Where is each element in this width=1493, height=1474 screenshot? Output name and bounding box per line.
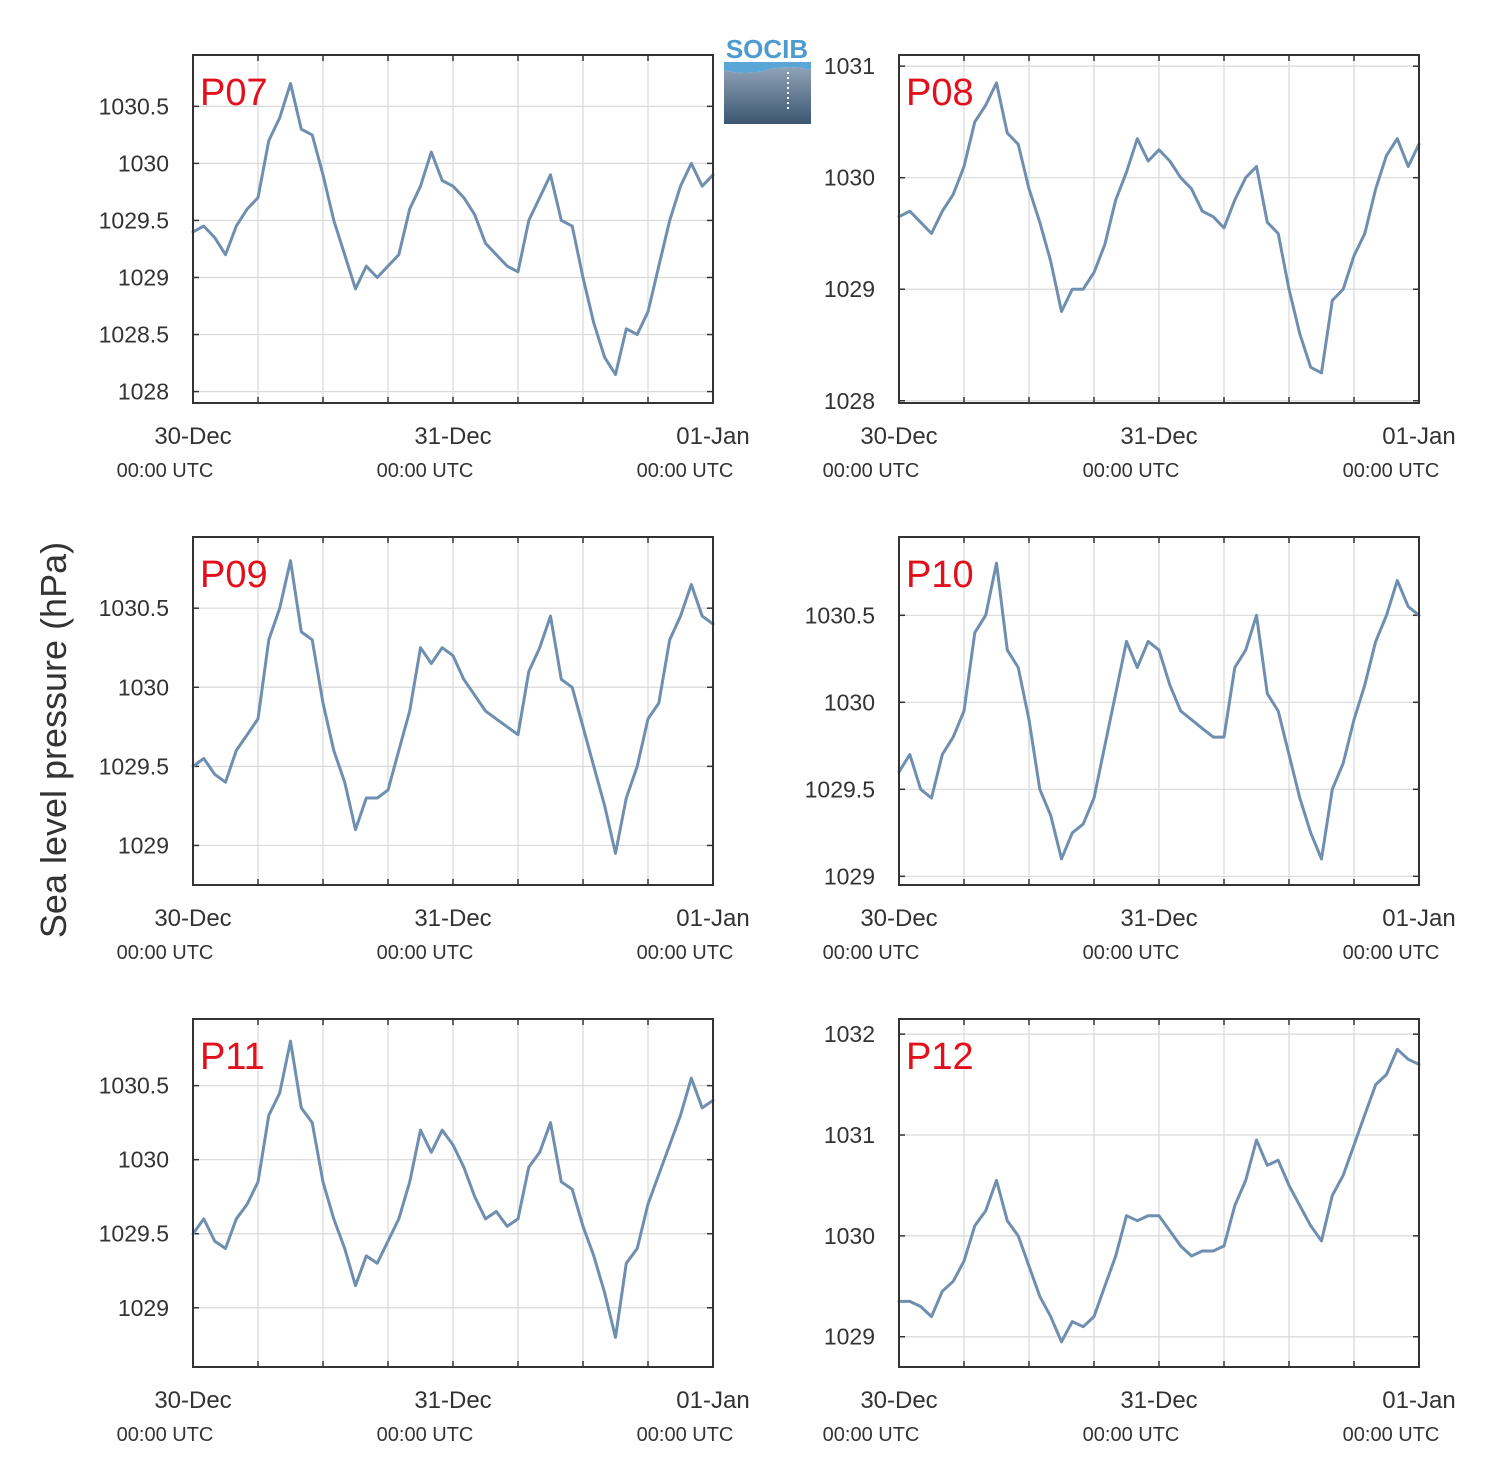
logo-wave-icon bbox=[724, 62, 811, 73]
x-tick-date-label: 01-Jan bbox=[676, 1387, 749, 1414]
y-tick-label: 1031 bbox=[824, 53, 875, 79]
plot-frame bbox=[192, 1018, 714, 1368]
y-tick-label: 1031 bbox=[824, 1122, 875, 1148]
panel-p09: 1029 1029.5 1030 1030.5 30-Dec 00:00 UTC 31-De… bbox=[99, 536, 750, 964]
x-tick-time-label: 00:00 UTC bbox=[1343, 460, 1440, 482]
y-tick-label: 1029 bbox=[824, 276, 875, 302]
panel-label: P10 bbox=[906, 554, 974, 596]
x-tick-time-label: 00:00 UTC bbox=[823, 1424, 920, 1446]
x-tick-date-label: 31-Dec bbox=[414, 905, 491, 932]
logo-text: SOCIB bbox=[726, 34, 808, 64]
y-tick-label: 1029 bbox=[118, 1295, 169, 1321]
y-tick-label: 1029 bbox=[118, 832, 169, 858]
x-tick-time-label: 00:00 UTC bbox=[377, 1424, 474, 1446]
y-tick-label: 1030.5 bbox=[99, 595, 169, 621]
plot-frame bbox=[192, 54, 714, 404]
x-tick-date-label: 01-Jan bbox=[1382, 1387, 1455, 1414]
x-tick-date-label: 01-Jan bbox=[1382, 905, 1455, 932]
panel-label: P09 bbox=[200, 554, 268, 596]
y-tick-label: 1030 bbox=[118, 674, 169, 700]
y-tick-label: 1028.5 bbox=[99, 322, 169, 348]
y-tick-label: 1029.5 bbox=[99, 207, 169, 233]
socib-logo: SOCIB bbox=[724, 34, 811, 124]
y-axis-label: Sea level pressure (hPa) bbox=[33, 542, 74, 938]
x-tick-date-label: 31-Dec bbox=[1120, 905, 1197, 932]
x-tick-time-label: 00:00 UTC bbox=[823, 460, 920, 482]
panel-label: P07 bbox=[200, 72, 268, 114]
x-tick-time-label: 00:00 UTC bbox=[117, 942, 214, 964]
panel-p08: 1028 1029 1030 1031 30-Dec 00:00 UTC 31-Dec 00:… bbox=[823, 53, 1456, 482]
x-tick-time-label: 00:00 UTC bbox=[1083, 460, 1180, 482]
panel-p12: 1029 1030 1031 1032 30-Dec 00:00 UTC 31-Dec 00:… bbox=[823, 1018, 1456, 1446]
y-tick-label: 1029.5 bbox=[805, 776, 875, 802]
x-tick-date-label: 31-Dec bbox=[1120, 1387, 1197, 1414]
y-tick-label: 1032 bbox=[824, 1021, 875, 1047]
y-tick-label: 1030.5 bbox=[99, 1073, 169, 1099]
x-tick-date-label: 30-Dec bbox=[860, 1387, 937, 1414]
x-tick-date-label: 01-Jan bbox=[676, 905, 749, 932]
y-tick-label: 1030 bbox=[824, 689, 875, 715]
plot-frame bbox=[192, 536, 714, 886]
panel-p10: 1029 1029.5 1030 1030.5 30-Dec 00:00 UTC 31-De… bbox=[805, 536, 1456, 964]
y-tick-label: 1029.5 bbox=[99, 753, 169, 779]
x-tick-time-label: 00:00 UTC bbox=[1343, 1424, 1440, 1446]
y-tick-label: 1028 bbox=[824, 388, 875, 414]
x-tick-date-label: 31-Dec bbox=[414, 423, 491, 450]
y-tick-label: 1030 bbox=[824, 165, 875, 191]
y-tick-label: 1030 bbox=[824, 1223, 875, 1249]
x-tick-time-label: 00:00 UTC bbox=[637, 942, 734, 964]
x-tick-date-label: 01-Jan bbox=[1382, 423, 1455, 450]
panel-p11: 1029 1029.5 1030 1030.5 30-Dec 00:00 UTC 31-De… bbox=[99, 1018, 750, 1446]
x-tick-time-label: 00:00 UTC bbox=[637, 460, 734, 482]
x-tick-date-label: 30-Dec bbox=[154, 423, 231, 450]
y-tick-label: 1030.5 bbox=[99, 93, 169, 119]
x-tick-time-label: 00:00 UTC bbox=[823, 942, 920, 964]
x-tick-time-label: 00:00 UTC bbox=[117, 460, 214, 482]
panel-label: P11 bbox=[200, 1036, 265, 1078]
x-tick-date-label: 31-Dec bbox=[414, 1387, 491, 1414]
y-tick-label: 1030 bbox=[118, 1147, 169, 1173]
y-tick-label: 1029 bbox=[824, 863, 875, 889]
x-tick-time-label: 00:00 UTC bbox=[377, 460, 474, 482]
y-tick-label: 1029.5 bbox=[99, 1221, 169, 1247]
x-tick-date-label: 30-Dec bbox=[860, 905, 937, 932]
y-tick-label: 1029 bbox=[118, 264, 169, 290]
x-tick-date-label: 31-Dec bbox=[1120, 423, 1197, 450]
y-tick-label: 1030 bbox=[118, 150, 169, 176]
panel-label: P08 bbox=[906, 72, 974, 114]
plot-frame bbox=[898, 1018, 1420, 1368]
x-tick-time-label: 00:00 UTC bbox=[1083, 942, 1180, 964]
panel-label: P12 bbox=[906, 1036, 974, 1078]
x-tick-date-label: 30-Dec bbox=[154, 1387, 231, 1414]
y-tick-label: 1029 bbox=[824, 1324, 875, 1350]
y-tick-label: 1028 bbox=[118, 379, 169, 405]
x-tick-date-label: 01-Jan bbox=[676, 423, 749, 450]
logo-water-icon bbox=[724, 67, 811, 124]
x-tick-time-label: 00:00 UTC bbox=[377, 942, 474, 964]
plot-frame bbox=[898, 536, 1420, 886]
x-tick-time-label: 00:00 UTC bbox=[637, 1424, 734, 1446]
x-tick-time-label: 00:00 UTC bbox=[1343, 942, 1440, 964]
x-tick-date-label: 30-Dec bbox=[860, 423, 937, 450]
x-tick-time-label: 00:00 UTC bbox=[1083, 1424, 1180, 1446]
y-tick-label: 1030.5 bbox=[805, 602, 875, 628]
x-tick-date-label: 30-Dec bbox=[154, 905, 231, 932]
panel-p07: 1028 1028.5 1029 1029.5 1030 1030.5 30-Dec 00:0… bbox=[99, 54, 750, 482]
x-tick-time-label: 00:00 UTC bbox=[117, 1424, 214, 1446]
plot-frame bbox=[898, 54, 1420, 404]
